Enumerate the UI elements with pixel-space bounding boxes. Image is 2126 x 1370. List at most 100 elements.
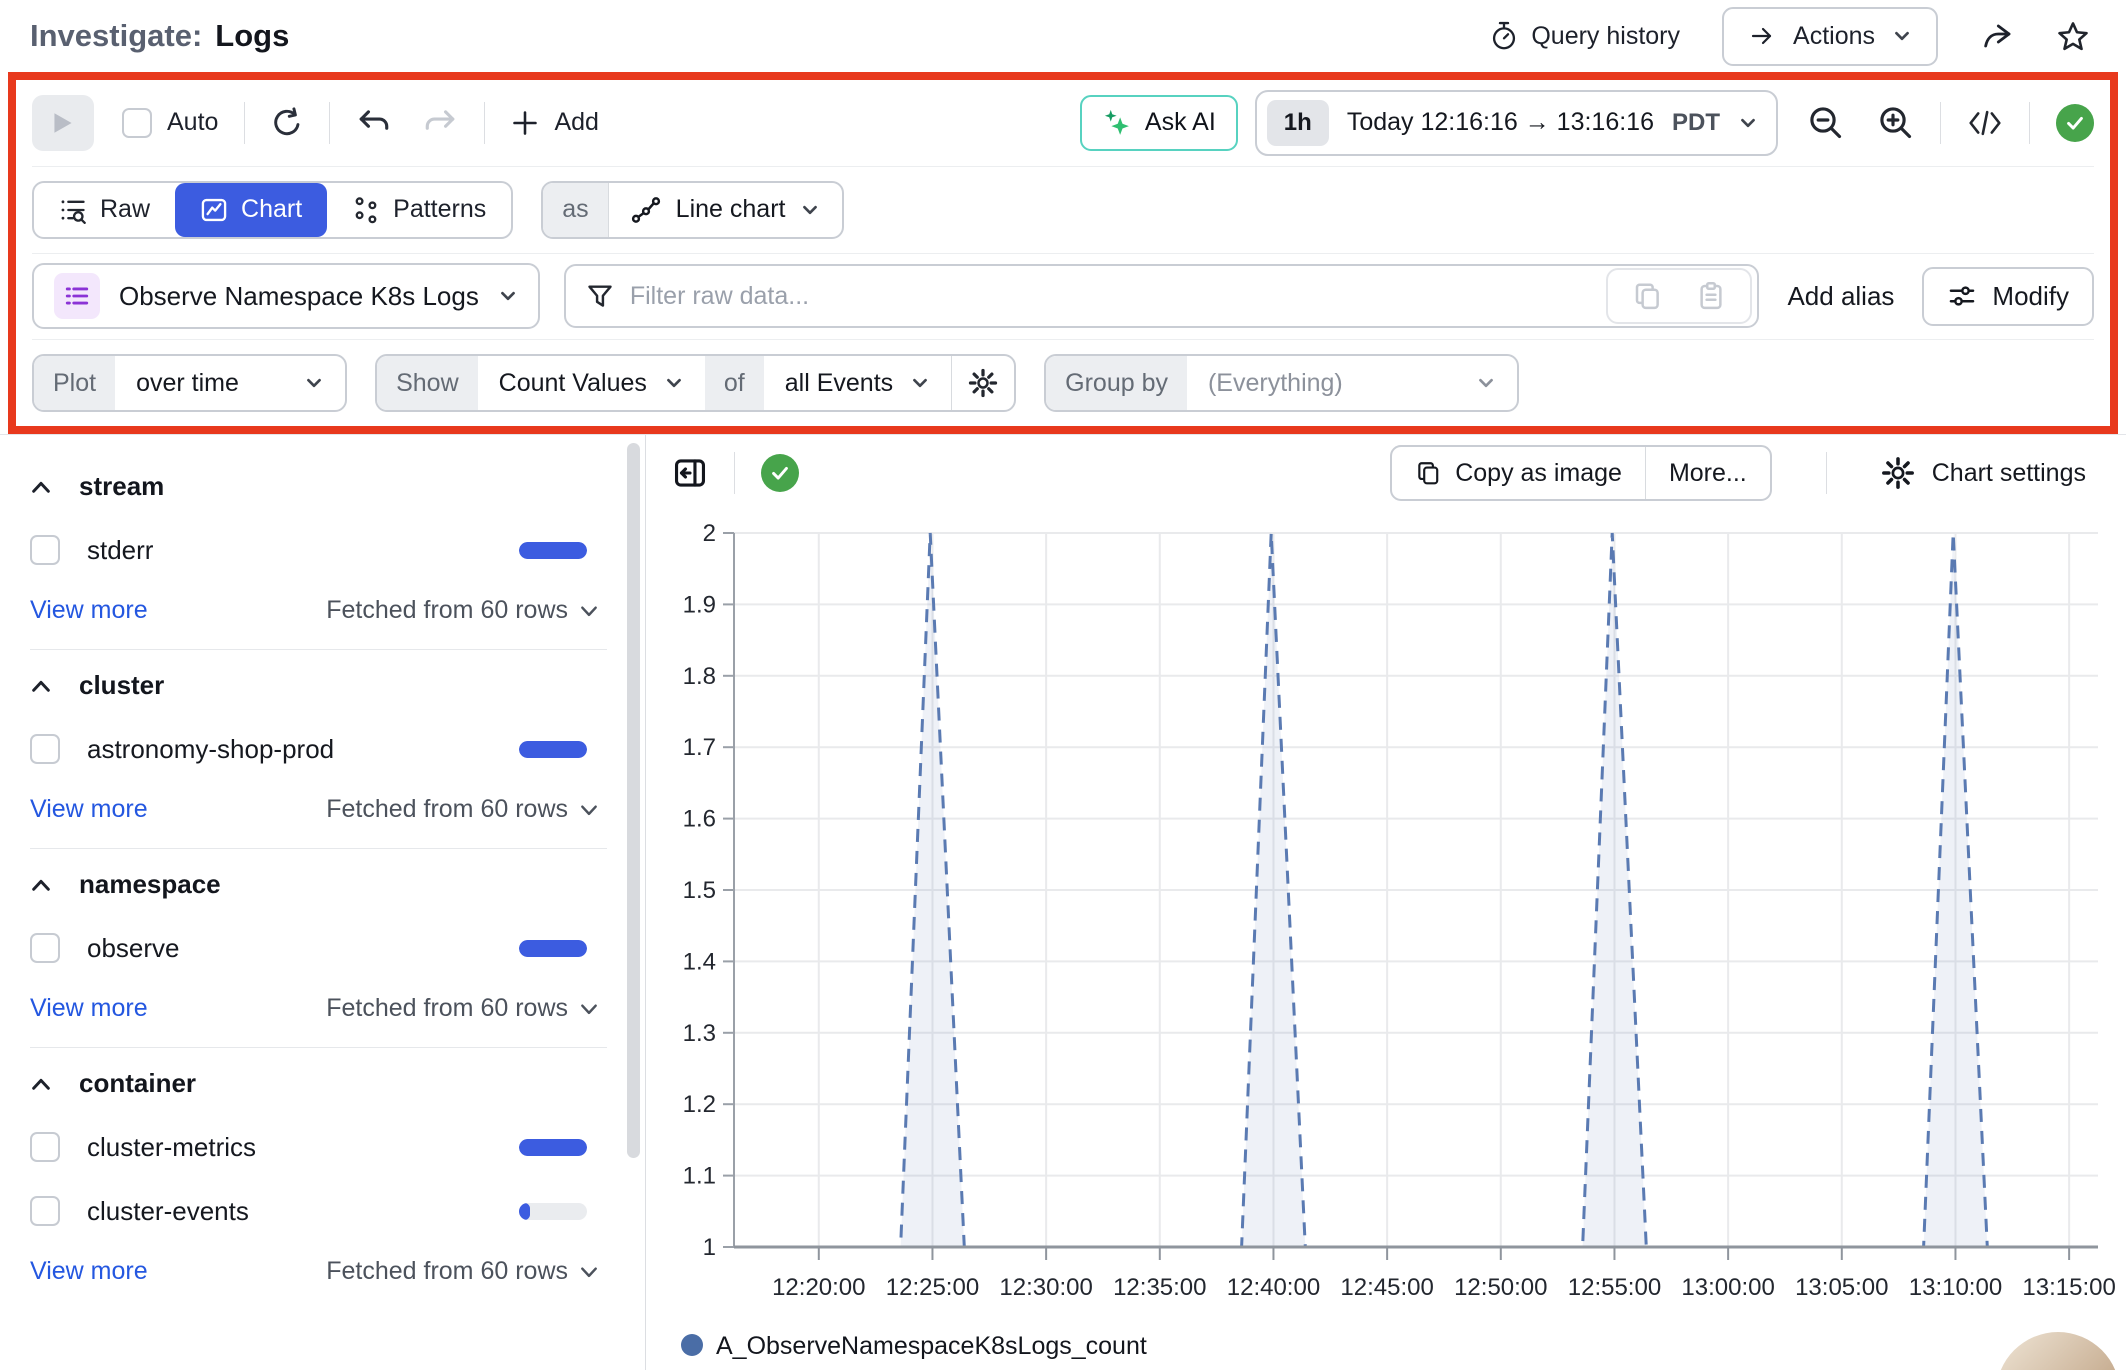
chart-type-select[interactable]: Line chart — [609, 183, 843, 237]
fetched-rows-dropdown[interactable]: Fetched from 60 rows — [326, 994, 599, 1023]
facet-item-stderr[interactable]: stderr — [30, 518, 645, 582]
star-icon[interactable] — [2056, 20, 2090, 53]
view-more-link[interactable]: View more — [30, 795, 148, 823]
as-label: as — [543, 182, 609, 237]
sidebar-scrollbar[interactable] — [627, 443, 640, 1158]
facet-label: cluster-events — [87, 1195, 249, 1226]
more-button[interactable]: More... — [1644, 447, 1770, 499]
time-range-text: Today 12:16:16 → 13:16:16 — [1346, 108, 1654, 137]
ask-ai-button[interactable]: Ask AI — [1079, 94, 1238, 151]
fetched-rows-dropdown[interactable]: Fetched from 60 rows — [326, 1257, 599, 1286]
svg-text:13:15:00: 13:15:00 — [2022, 1274, 2115, 1301]
copy-icon[interactable] — [1632, 281, 1662, 311]
events-value: all Events — [784, 368, 894, 397]
svg-text:12:45:00: 12:45:00 — [1340, 1274, 1433, 1301]
share-icon[interactable] — [1980, 20, 2014, 52]
svg-text:12:40:00: 12:40:00 — [1227, 1274, 1320, 1301]
chevron-down-icon — [667, 379, 681, 388]
actions-button[interactable]: Actions — [1722, 6, 1938, 66]
tab-patterns[interactable]: Patterns — [327, 183, 511, 237]
facet-item-cluster-events[interactable]: cluster-events — [30, 1179, 645, 1243]
facet-checkbox[interactable] — [30, 933, 60, 963]
facet-item-observe[interactable]: observe — [30, 916, 645, 980]
facet-checkbox[interactable] — [30, 1132, 60, 1162]
zoom-out-icon[interactable] — [1808, 105, 1844, 141]
tab-chart[interactable]: Chart — [175, 182, 328, 237]
facet-checkbox[interactable] — [30, 734, 60, 764]
view-more-link[interactable]: View more — [30, 994, 148, 1022]
fetched-rows-dropdown[interactable]: Fetched from 60 rows — [326, 795, 599, 824]
section-header-stream[interactable]: stream — [30, 471, 645, 502]
svg-text:12:55:00: 12:55:00 — [1568, 1274, 1661, 1301]
undo-icon — [360, 110, 389, 130]
chart-toolbar: Copy as image More... — [646, 435, 2126, 511]
refresh-button[interactable] — [271, 107, 303, 139]
plot-mode-select[interactable]: over time — [115, 356, 345, 410]
copy-icon — [1418, 462, 1439, 485]
auto-checkbox[interactable] — [122, 107, 152, 138]
svg-text:12:20:00: 12:20:00 — [772, 1274, 865, 1301]
facet-checkbox[interactable] — [30, 1196, 60, 1226]
chevron-down-icon — [1741, 118, 1755, 127]
page-title-text: Logs — [215, 18, 290, 53]
divider — [30, 1047, 607, 1048]
divider — [1940, 101, 1941, 144]
timezone-label: PDT — [1672, 108, 1720, 136]
section-header-container[interactable]: container — [30, 1068, 645, 1099]
auto-label: Auto — [167, 108, 219, 137]
facet-bar — [519, 1202, 587, 1220]
chevron-down-icon — [803, 205, 818, 214]
header-actions: Query history Actions — [1490, 6, 2090, 66]
query-history-button[interactable]: Query history — [1490, 21, 1680, 51]
time-range-picker[interactable]: 1h Today 12:16:16 → 13:16:16 PDT — [1254, 89, 1778, 156]
svg-text:12:25:00: 12:25:00 — [886, 1274, 979, 1301]
patterns-icon — [355, 196, 377, 223]
dataset-select[interactable]: Observe Namespace K8s Logs — [32, 263, 540, 330]
add-alias-link[interactable]: Add alias — [1787, 280, 1895, 311]
collapse-panel-icon[interactable] — [672, 456, 708, 490]
code-icon[interactable] — [1967, 108, 2003, 138]
show-settings-button[interactable] — [952, 356, 1014, 410]
svg-text:13:00:00: 13:00:00 — [1681, 1274, 1774, 1301]
query-status-ok — [2056, 103, 2094, 142]
aggregation-select[interactable]: Count Values — [478, 356, 705, 410]
clipboard-icon[interactable] — [1696, 281, 1726, 311]
facet-sidebar: stream stderr View more Fetched from 60 … — [0, 435, 646, 1370]
dataset-name: Observe Namespace K8s Logs — [119, 280, 479, 311]
redo-button[interactable] — [424, 109, 458, 137]
section-header-namespace[interactable]: namespace — [30, 869, 645, 900]
section-header-cluster[interactable]: cluster — [30, 670, 645, 701]
facet-bar — [519, 541, 587, 559]
filter-input[interactable] — [613, 281, 1602, 311]
more-label: More... — [1668, 458, 1747, 487]
view-more-link[interactable]: View more — [30, 596, 148, 624]
add-button[interactable]: Add — [511, 108, 599, 137]
modify-button[interactable]: Modify — [1922, 266, 2094, 326]
tab-raw[interactable]: Raw — [34, 183, 175, 237]
fetched-rows-dropdown[interactable]: Fetched from 60 rows — [326, 596, 599, 625]
chart-panel: Copy as image More... — [646, 435, 2126, 1370]
group-by-select[interactable]: (Everything) — [1187, 356, 1517, 410]
undo-button[interactable] — [356, 109, 390, 137]
facet-item-astronomy-shop-prod[interactable]: astronomy-shop-prod — [30, 717, 645, 781]
divider — [30, 848, 607, 849]
line-chart[interactable]: 1 1.1 1.2 1.3 1.4 1.5 1.6 1.7 1.8 1.9 2 12:20:00 12:… — [646, 511, 2126, 1359]
group-by-value: (Everything) — [1207, 368, 1343, 397]
auto-toggle[interactable]: Auto — [122, 107, 219, 138]
facet-bar — [519, 740, 587, 758]
chart-settings-button[interactable]: Chart settings — [1881, 456, 2086, 490]
copy-as-image-button[interactable]: Copy as image — [1392, 447, 1645, 499]
facet-item-cluster-metrics[interactable]: cluster-metrics — [30, 1115, 645, 1179]
divider — [1825, 452, 1827, 494]
zoom-in-icon[interactable] — [1878, 105, 1914, 141]
divider — [734, 452, 735, 494]
section-title: stream — [79, 471, 165, 501]
events-select[interactable]: all Events — [764, 356, 951, 410]
facet-checkbox[interactable] — [30, 535, 60, 565]
view-more-link[interactable]: View more — [30, 1257, 148, 1285]
chevron-down-icon — [1895, 31, 1909, 41]
facet-section-cluster: cluster astronomy-shop-prod View more Fe… — [30, 670, 645, 849]
facet-bar — [519, 939, 587, 957]
raw-list-icon — [61, 200, 86, 224]
run-button[interactable] — [32, 94, 94, 151]
